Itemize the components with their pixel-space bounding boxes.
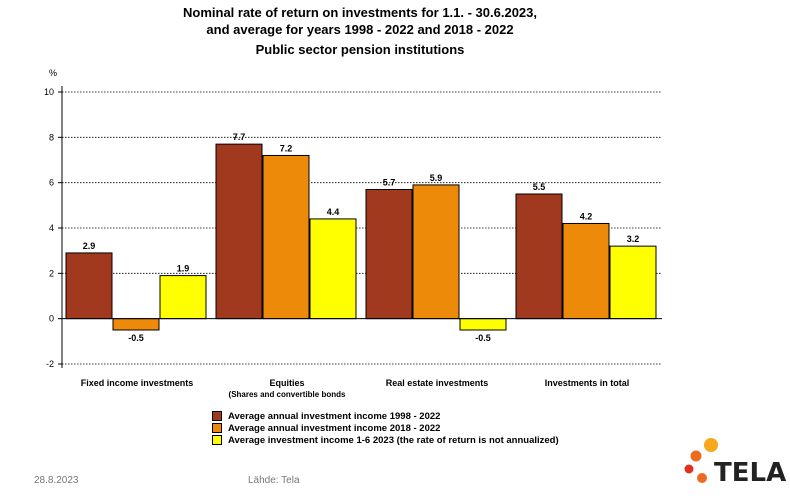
bar [112,318,160,331]
bar [412,184,460,320]
footer-date: 28.8.2023 [34,475,79,486]
chart-subtitle: Public sector pension institutions [255,42,465,57]
bar [609,245,657,320]
tela-logo-text: TELA [714,458,787,488]
y-tick-label: 10 [44,87,54,97]
bar [459,318,507,331]
x-category-label: Equities [269,378,304,388]
y-tick-label: 6 [49,178,54,188]
y-tick-label: 4 [49,223,54,233]
data-label: -0.5 [128,333,144,343]
data-label: 1.9 [177,264,190,274]
data-label: 7.7 [233,132,246,142]
legend-swatch [212,423,222,433]
data-label: 2.9 [83,241,96,251]
y-tick-label: -2 [46,359,54,369]
x-category-label: Investments in total [545,378,630,388]
bar [215,143,263,320]
y-tick-label: 0 [49,314,54,324]
y-tick-label: 2 [49,268,54,278]
tela-logo: TELA [682,436,786,491]
x-category-sublabel: (Shares and convertible bonds [229,390,346,399]
bar [365,188,413,320]
legend-item-2018-2022: Average annual investment income 2018 - … [212,422,559,434]
bar [562,222,610,320]
y-tick-label: 8 [49,132,54,142]
data-label: 4.4 [327,207,340,217]
data-label: 3.2 [627,234,640,244]
bar [65,252,113,320]
data-label: 5.9 [430,173,443,183]
data-label: 5.5 [533,182,546,192]
legend-swatch [212,411,222,421]
legend-label: Average annual investment income 1998 - … [228,410,441,422]
data-label: 5.7 [383,177,396,187]
data-label: 4.2 [580,211,593,221]
footer-source: Lähde: Tela [248,475,300,486]
data-label: -0.5 [475,333,491,343]
bar [159,275,207,320]
legend-label: Average annual investment income 2018 - … [228,422,441,434]
bar [309,218,357,320]
legend: Average annual investment income 1998 - … [212,410,559,446]
data-label: 7.2 [280,143,293,153]
x-category-label: Fixed income investments [81,378,194,388]
chart-title-line-2: and average for years 1998 - 2022 and 20… [206,22,514,37]
bar [262,154,310,320]
legend-label: Average investment income 1-6 2023 (the … [228,434,559,446]
legend-item-1-6-2023: Average investment income 1-6 2023 (the … [212,434,559,446]
legend-item-1998-2022: Average annual investment income 1998 - … [212,410,559,422]
x-category-label: Real estate investments [386,378,489,388]
bar [515,193,563,320]
y-unit-label: % [49,68,57,78]
tela-logo-mark [684,438,718,483]
legend-swatch [212,435,222,445]
chart-title-line-1: Nominal rate of return on investments fo… [183,5,537,20]
